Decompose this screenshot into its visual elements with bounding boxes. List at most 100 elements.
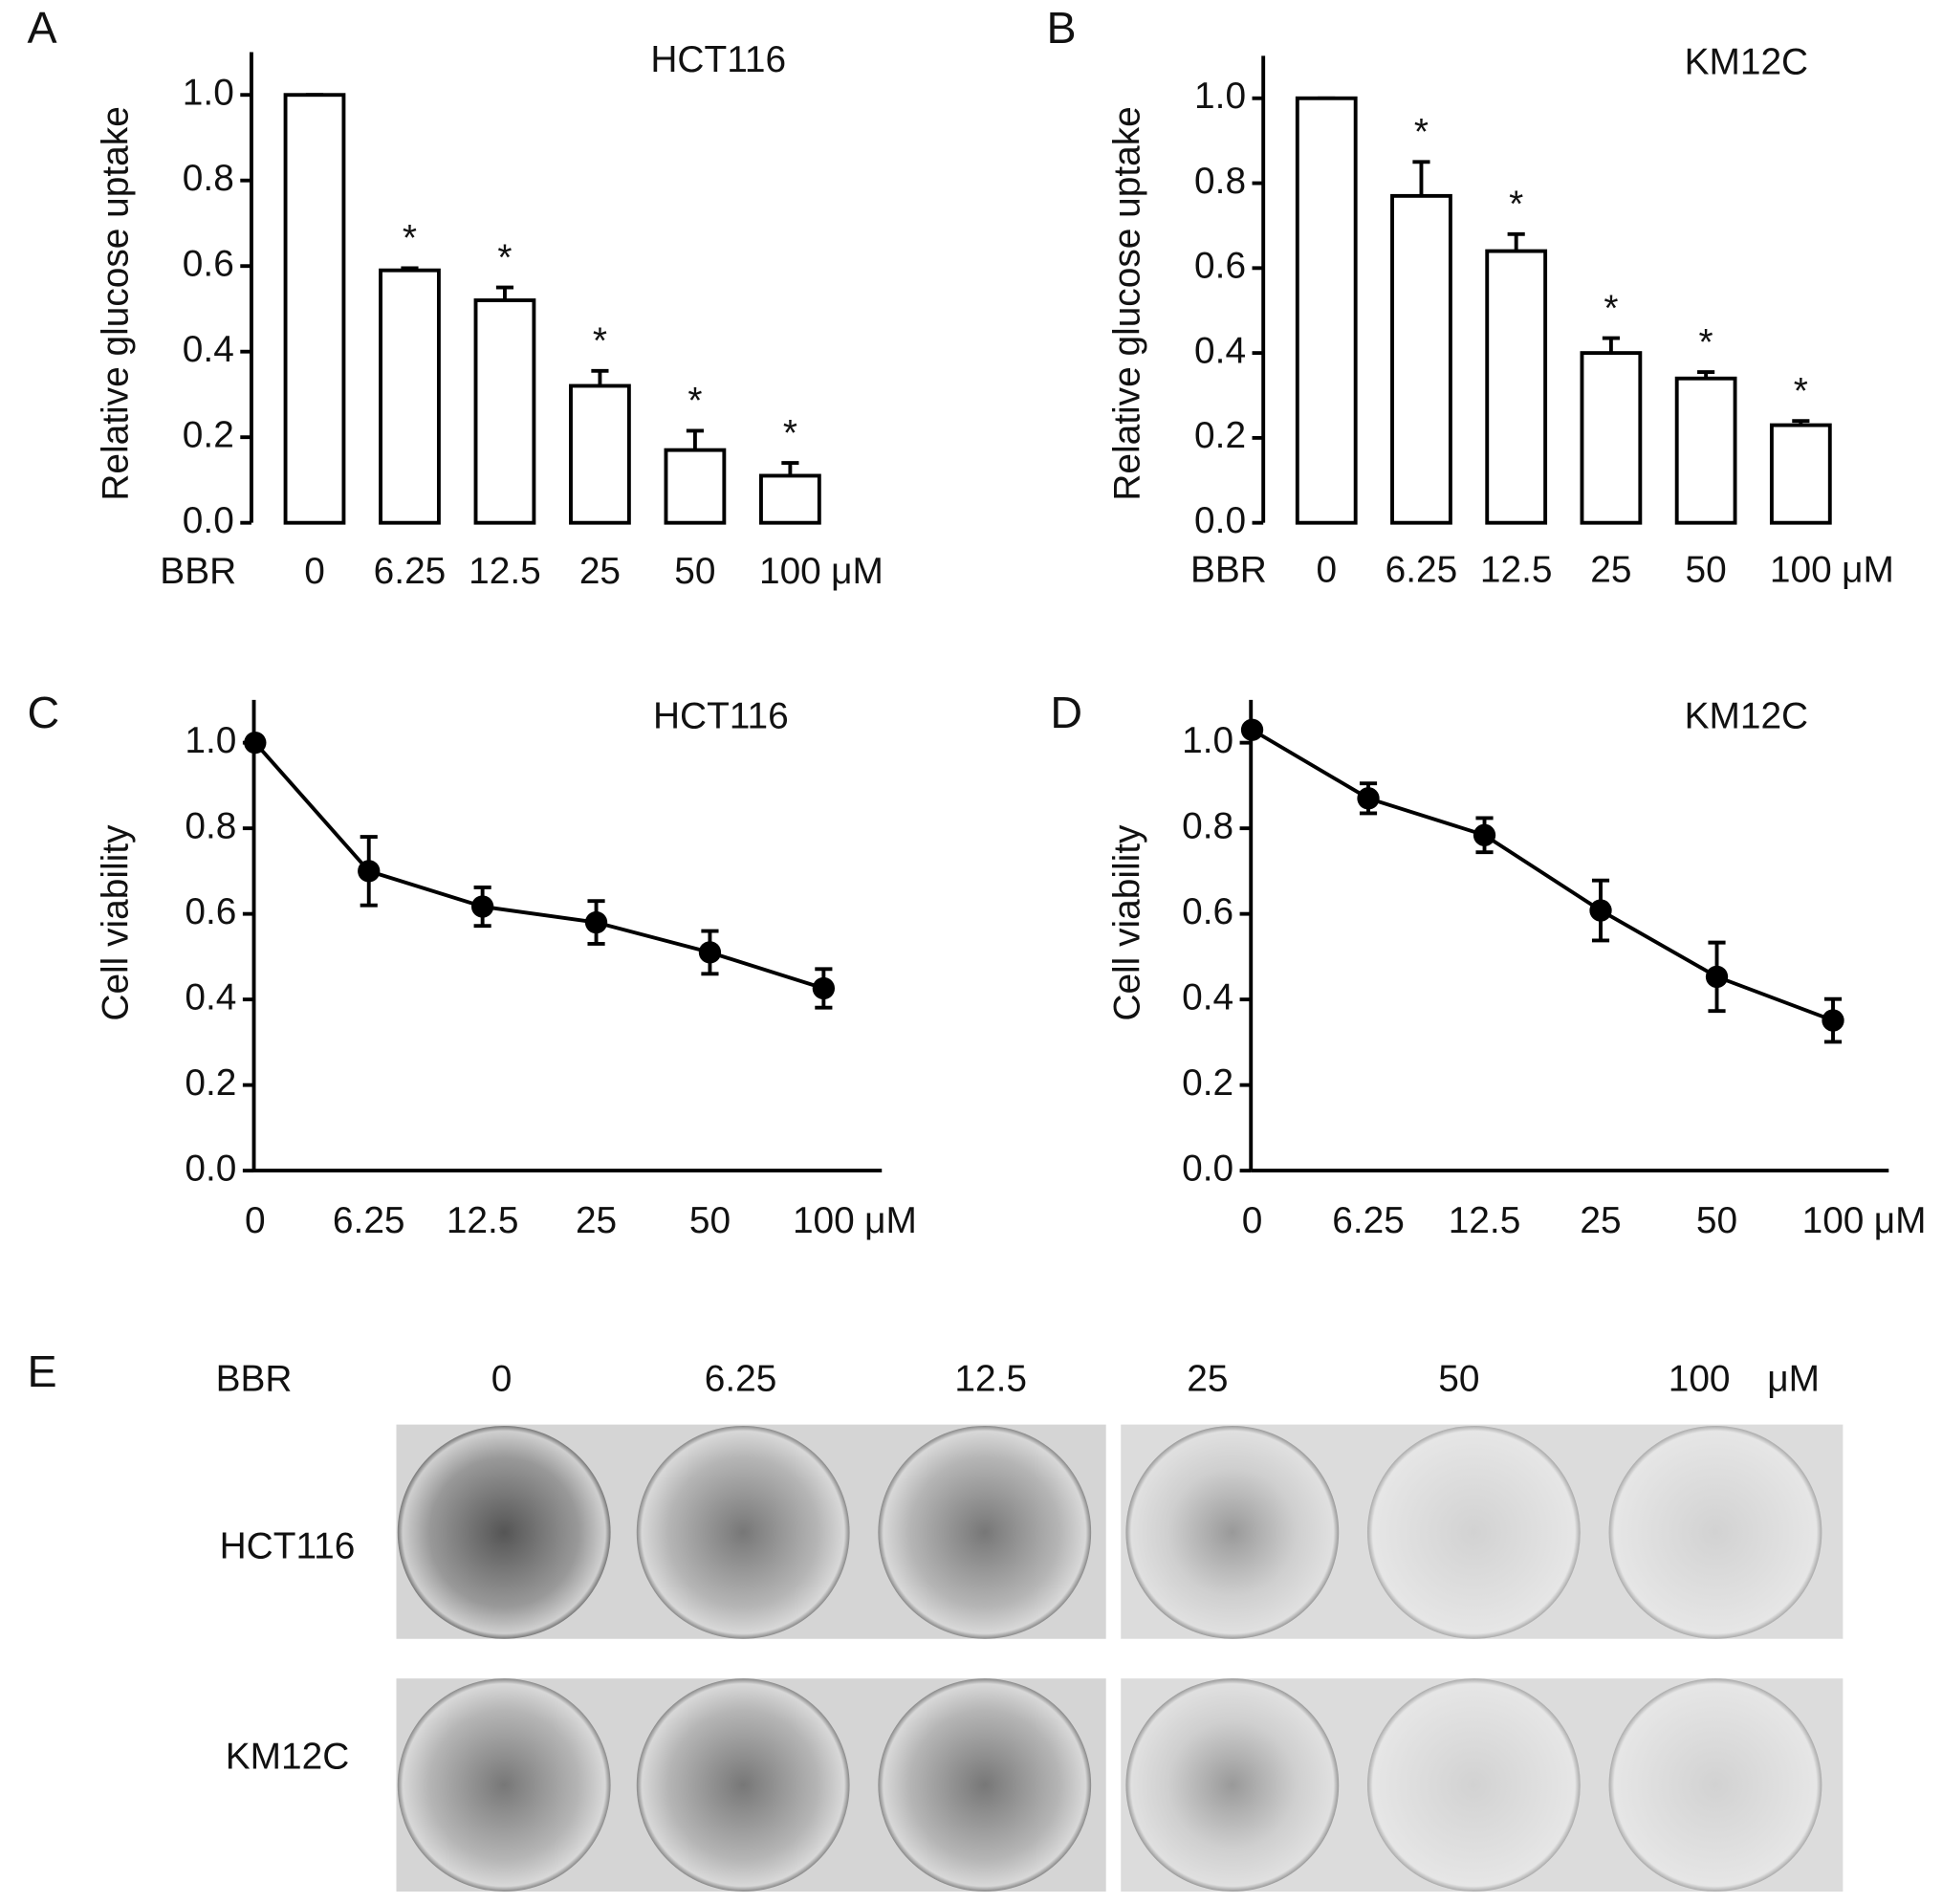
x-tick-label: 50 xyxy=(674,551,715,592)
x-unit: μM xyxy=(1874,1200,1927,1241)
point xyxy=(358,860,381,883)
point xyxy=(470,895,494,918)
point xyxy=(698,941,722,964)
well xyxy=(878,1678,1092,1892)
well xyxy=(636,1678,850,1892)
bar xyxy=(1485,249,1548,525)
y-tick-label: 0.2 xyxy=(1194,415,1246,456)
y-tick-label: 0.8 xyxy=(1194,161,1246,202)
y-tick-label: 0.2 xyxy=(1182,1062,1233,1104)
bar xyxy=(1295,96,1358,525)
y-tick-label: 0.8 xyxy=(183,158,234,199)
x-tick-label: 6.25 xyxy=(333,1200,405,1241)
chart-title: HCT116 xyxy=(650,39,786,80)
point xyxy=(244,731,267,755)
chart-title: KM12C xyxy=(1685,696,1809,737)
well xyxy=(1608,1678,1822,1892)
y-tick-label: 0.2 xyxy=(183,414,234,455)
well xyxy=(1366,1678,1581,1892)
x-prefix: BBR xyxy=(1190,550,1267,591)
x-tick-label: 25 xyxy=(1580,1200,1621,1241)
column-label: 50 xyxy=(1438,1359,1479,1400)
y-tick-label: 0.0 xyxy=(183,500,234,541)
panel-label: E xyxy=(27,1346,56,1396)
x-tick-label: 25 xyxy=(576,1200,617,1241)
y-tick-label: 0.6 xyxy=(185,891,236,932)
bar xyxy=(283,93,346,525)
significance: * xyxy=(1604,288,1618,329)
bar xyxy=(379,268,441,525)
bar xyxy=(759,473,821,525)
y-tick-label: 0.8 xyxy=(1182,805,1233,846)
bar xyxy=(569,383,631,525)
x-tick-label: 6.25 xyxy=(1386,550,1458,591)
point xyxy=(1473,823,1496,846)
significance: * xyxy=(593,321,607,362)
y-tick-label: 0.4 xyxy=(1182,976,1233,1018)
point xyxy=(1822,1009,1844,1032)
column-label: 6.25 xyxy=(705,1359,777,1400)
well xyxy=(1366,1425,1581,1639)
line xyxy=(253,741,824,991)
y-tick-label: 1.0 xyxy=(183,72,234,113)
y-tick-label: 0.4 xyxy=(185,976,236,1018)
x-tick-label: 0 xyxy=(1316,550,1337,591)
header: BBR xyxy=(216,1359,293,1400)
x-tick-label: 100 xyxy=(1802,1200,1865,1241)
y-tick-label: 0.0 xyxy=(185,1148,236,1189)
panel-label: A xyxy=(27,3,56,53)
well xyxy=(1125,1425,1340,1639)
x-tick-label: 25 xyxy=(1590,550,1631,591)
significance: * xyxy=(1699,322,1713,363)
significance: * xyxy=(783,413,797,454)
y-tick-label: 0.8 xyxy=(185,805,236,846)
chart-title: HCT116 xyxy=(653,696,789,737)
x-tick-label: 100 xyxy=(1770,550,1832,591)
column-label: 100 xyxy=(1669,1359,1731,1400)
y-tick-label: 0.4 xyxy=(183,329,234,370)
x-tick-label: 25 xyxy=(579,551,621,592)
x-unit: μM xyxy=(1842,550,1894,591)
plate-photos xyxy=(396,1424,1844,1892)
y-tick-label: 0.0 xyxy=(1182,1148,1233,1189)
y-axis-label: Cell viability xyxy=(1107,824,1148,1021)
well xyxy=(1125,1678,1340,1892)
significance: * xyxy=(497,237,512,278)
x-tick-label: 12.5 xyxy=(469,551,541,592)
y-tick-label: 1.0 xyxy=(1194,76,1246,117)
x-tick-label: 50 xyxy=(1696,1200,1737,1241)
x-unit: μM xyxy=(864,1200,917,1241)
chart-title: KM12C xyxy=(1685,42,1809,83)
bar xyxy=(664,448,727,525)
well xyxy=(878,1425,1092,1639)
x-tick-label: 0 xyxy=(304,551,325,592)
significance: * xyxy=(1794,371,1808,412)
y-axis-label: Relative glucose uptake xyxy=(1107,106,1148,500)
well xyxy=(397,1425,611,1639)
y-axis-label: Cell viability xyxy=(95,824,136,1021)
point xyxy=(1705,965,1729,989)
significance: * xyxy=(687,381,702,422)
point xyxy=(1589,899,1612,922)
row-label: HCT116 xyxy=(220,1525,356,1566)
x-tick-label: 50 xyxy=(1686,550,1727,591)
bar xyxy=(1580,351,1643,525)
x-tick-label: 12.5 xyxy=(1480,550,1553,591)
significance: * xyxy=(403,218,417,259)
bar xyxy=(1390,193,1452,525)
y-axis-label: Relative glucose uptake xyxy=(95,106,136,500)
y-tick-label: 0.0 xyxy=(1194,500,1246,541)
unit: μM xyxy=(1767,1359,1820,1400)
x-tick-label: 12.5 xyxy=(1449,1200,1521,1241)
x-tick-label: 6.25 xyxy=(1332,1200,1405,1241)
x-tick-label: 100 xyxy=(793,1200,855,1241)
row-label: KM12C xyxy=(226,1737,350,1778)
line xyxy=(1251,728,1834,1022)
y-tick-label: 1.0 xyxy=(1182,720,1233,761)
y-tick-label: 0.6 xyxy=(183,243,234,284)
x-tick-label: 100 xyxy=(759,551,821,592)
bar xyxy=(1674,376,1737,525)
y-tick-label: 1.0 xyxy=(185,720,236,761)
column-label: 12.5 xyxy=(954,1359,1027,1400)
x-prefix: BBR xyxy=(160,551,236,592)
